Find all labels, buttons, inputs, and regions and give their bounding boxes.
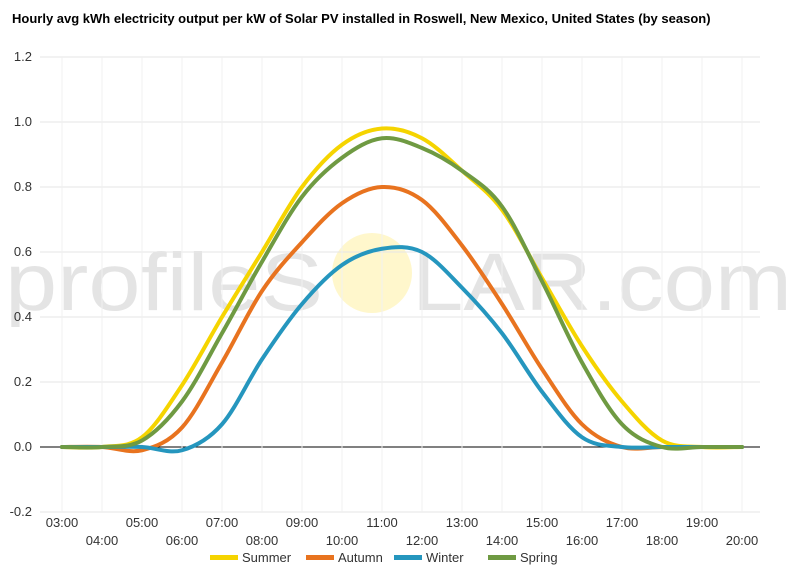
legend: Summer Autumn Winter Spring (210, 550, 558, 565)
legend-swatch-winter (394, 555, 422, 560)
x-tick-label: 15:00 (526, 515, 559, 530)
y-tick-label: 0.0 (14, 439, 32, 454)
x-tick-label: 19:00 (686, 515, 719, 530)
series-lines (60, 126, 744, 454)
y-tick-label: 0.8 (14, 179, 32, 194)
x-tick-label: 13:00 (446, 515, 479, 530)
x-tick-label: 03:00 (46, 515, 79, 530)
y-tick-label: 0.4 (14, 309, 32, 324)
chart-title: Hourly avg kWh electricity output per kW… (12, 11, 711, 26)
legend-swatch-spring (488, 555, 516, 560)
legend-label-autumn: Autumn (338, 550, 383, 565)
x-tick-label: 11:00 (366, 515, 398, 530)
y-tick-label: 0.6 (14, 244, 32, 259)
x-tick-label: 17:00 (606, 515, 639, 530)
y-axis: -0.2 0.0 0.2 0.4 0.6 0.8 1.0 1.2 (10, 49, 32, 519)
x-tick-label: 05:00 (126, 515, 159, 530)
y-tick-label: 0.2 (14, 374, 32, 389)
x-tick-label: 06:00 (166, 533, 199, 548)
x-tick-label: 16:00 (566, 533, 599, 548)
x-tick-label: 20:00 (726, 533, 759, 548)
y-tick-label: -0.2 (10, 504, 32, 519)
series-line-spring (60, 135, 744, 451)
x-tick-label: 14:00 (486, 533, 519, 548)
series-line-winter (60, 245, 744, 454)
x-tick-label: 08:00 (246, 533, 279, 548)
legend-label-spring: Spring (520, 550, 558, 565)
y-tick-label: 1.2 (14, 49, 32, 64)
legend-swatch-summer (210, 555, 238, 560)
x-axis: 03:00 04:00 05:00 06:00 07:00 08:00 09:00 10:00… (46, 515, 759, 548)
x-tick-label: 18:00 (646, 533, 679, 548)
x-tick-label: 10:00 (326, 533, 359, 548)
legend-label-winter: Winter (426, 550, 464, 565)
watermark-sun-icon (332, 233, 412, 313)
watermark-text-right: LAR.com (412, 237, 792, 328)
legend-label-summer: Summer (242, 550, 292, 565)
watermark-text-left: profileS (5, 237, 323, 328)
x-tick-label: 09:00 (286, 515, 319, 530)
x-tick-label: 04:00 (86, 533, 119, 548)
x-tick-label: 12:00 (406, 533, 439, 548)
x-tick-label: 07:00 (206, 515, 239, 530)
series-line-summer (60, 126, 744, 450)
legend-swatch-autumn (306, 555, 334, 560)
y-tick-label: 1.0 (14, 114, 32, 129)
